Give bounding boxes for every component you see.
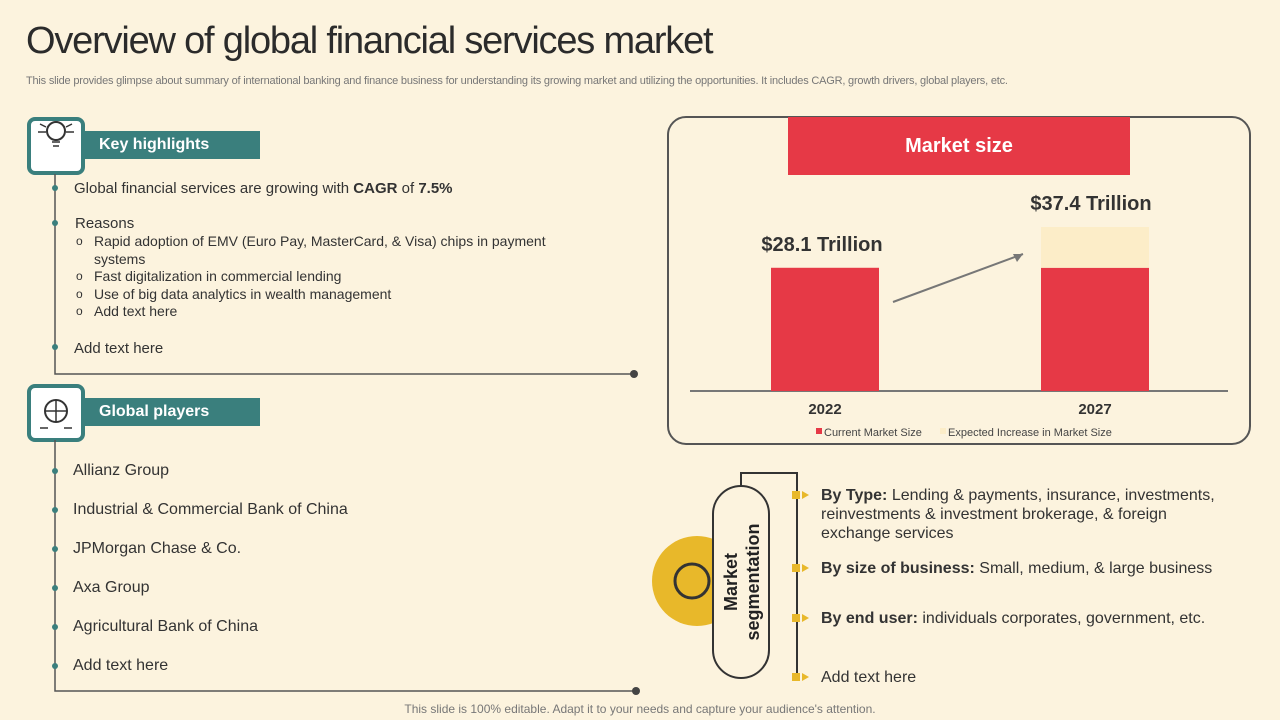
segment: By Type: Lending & payments, insurance, … [821, 486, 1221, 543]
footer: This slide is 100% editable. Adapt it to… [404, 702, 876, 716]
bullet-o: o [76, 269, 83, 283]
players-heading: Global players [84, 398, 260, 426]
chart-title: Market size [905, 135, 1013, 157]
bullet [52, 507, 58, 513]
seg-marker [792, 564, 800, 572]
seg-arrow [802, 673, 809, 681]
bullet [52, 585, 58, 591]
x-tick-label: 2027 [1078, 401, 1111, 418]
highlight: Add text here [74, 340, 164, 357]
seg-label: By size of business: [821, 560, 975, 577]
seg-marker [792, 614, 800, 622]
bar [1041, 227, 1149, 268]
seg-arrow [802, 614, 809, 622]
reason-text: Rapid adoption of EMV (Euro Pay, MasterC… [94, 233, 546, 267]
player: Add text here [73, 657, 169, 674]
bullet [52, 663, 58, 669]
legend-label: Current Market Size [824, 427, 922, 439]
segment: By size of business: Small, medium, & la… [821, 559, 1221, 578]
highlight: Global financial services are growing wi… [74, 180, 453, 197]
segment: Add text here [821, 668, 1221, 687]
highlights-heading: Key highlights [84, 131, 260, 159]
seg-arrow [802, 491, 809, 499]
seg-arrow [802, 564, 809, 572]
subtitle: This slide provides glimpse about summar… [26, 75, 1008, 87]
seg-label: By end user: [821, 610, 918, 627]
seg-text: Small, medium, & large business [979, 560, 1213, 577]
legend-swatch [816, 428, 822, 434]
bullet-o: o [76, 304, 83, 318]
player: Axa Group [73, 579, 150, 596]
x-tick-label: 2022 [808, 401, 841, 418]
seg-text: Lending & payments, insurance, investmen… [821, 487, 1215, 542]
dot [630, 370, 638, 378]
highlight: Reasons [75, 215, 135, 232]
bullet [52, 624, 58, 630]
total-label: $28.1 Trillion [761, 234, 882, 256]
text: CAGR [353, 180, 398, 197]
player: Agricultural Bank of China [73, 618, 258, 635]
seg-marker [792, 491, 800, 499]
reason: o Rapid adoption of EMV (Euro Pay, Master… [76, 233, 576, 268]
reason: o Fast digitalization in commercial lendi… [76, 268, 576, 286]
seg-text: individuals corporates, government, etc. [922, 610, 1206, 627]
bullet [52, 220, 58, 226]
bullet [52, 185, 58, 191]
legend-swatch [940, 428, 946, 434]
player: JPMorgan Chase & Co. [73, 540, 242, 557]
bullet [52, 468, 58, 474]
dot [632, 687, 640, 695]
seg-marker [792, 673, 800, 681]
reason-text: Use of big data analytics in wealth mana… [94, 285, 392, 302]
bar [771, 267, 879, 391]
reason: o Use of big data analytics in wealth man… [76, 286, 576, 304]
total-label: $37.4 Trillion [1030, 193, 1151, 215]
bullet-o: o [76, 234, 83, 248]
text: Global financial services are growing wi… [74, 180, 354, 197]
bullet [52, 546, 58, 552]
reason: o Add text here [76, 303, 576, 321]
text: of [397, 180, 419, 197]
chart-header [788, 117, 1130, 175]
reason-text: Fast digitalization in commercial lendin… [94, 268, 342, 284]
reason-text: Add text here [94, 303, 178, 319]
seg-text: Add text here [821, 669, 917, 686]
player: Allianz Group [73, 462, 170, 479]
segment: By end user: individuals corporates, gov… [821, 609, 1221, 628]
bullet-o: o [76, 286, 83, 301]
legend-label: Expected Increase in Market Size [948, 427, 1112, 439]
reasons: o Rapid adoption of EMV (Euro Pay, Master… [76, 233, 576, 321]
segmentation-title: Market segmentation [721, 523, 763, 640]
title: Overview of global financial services ma… [26, 20, 714, 62]
bullet [52, 344, 58, 350]
seg-label: By Type: [821, 487, 888, 504]
bar [1041, 267, 1149, 391]
player: Industrial & Commercial Bank of China [73, 501, 348, 518]
text: 7.5% [418, 180, 453, 197]
